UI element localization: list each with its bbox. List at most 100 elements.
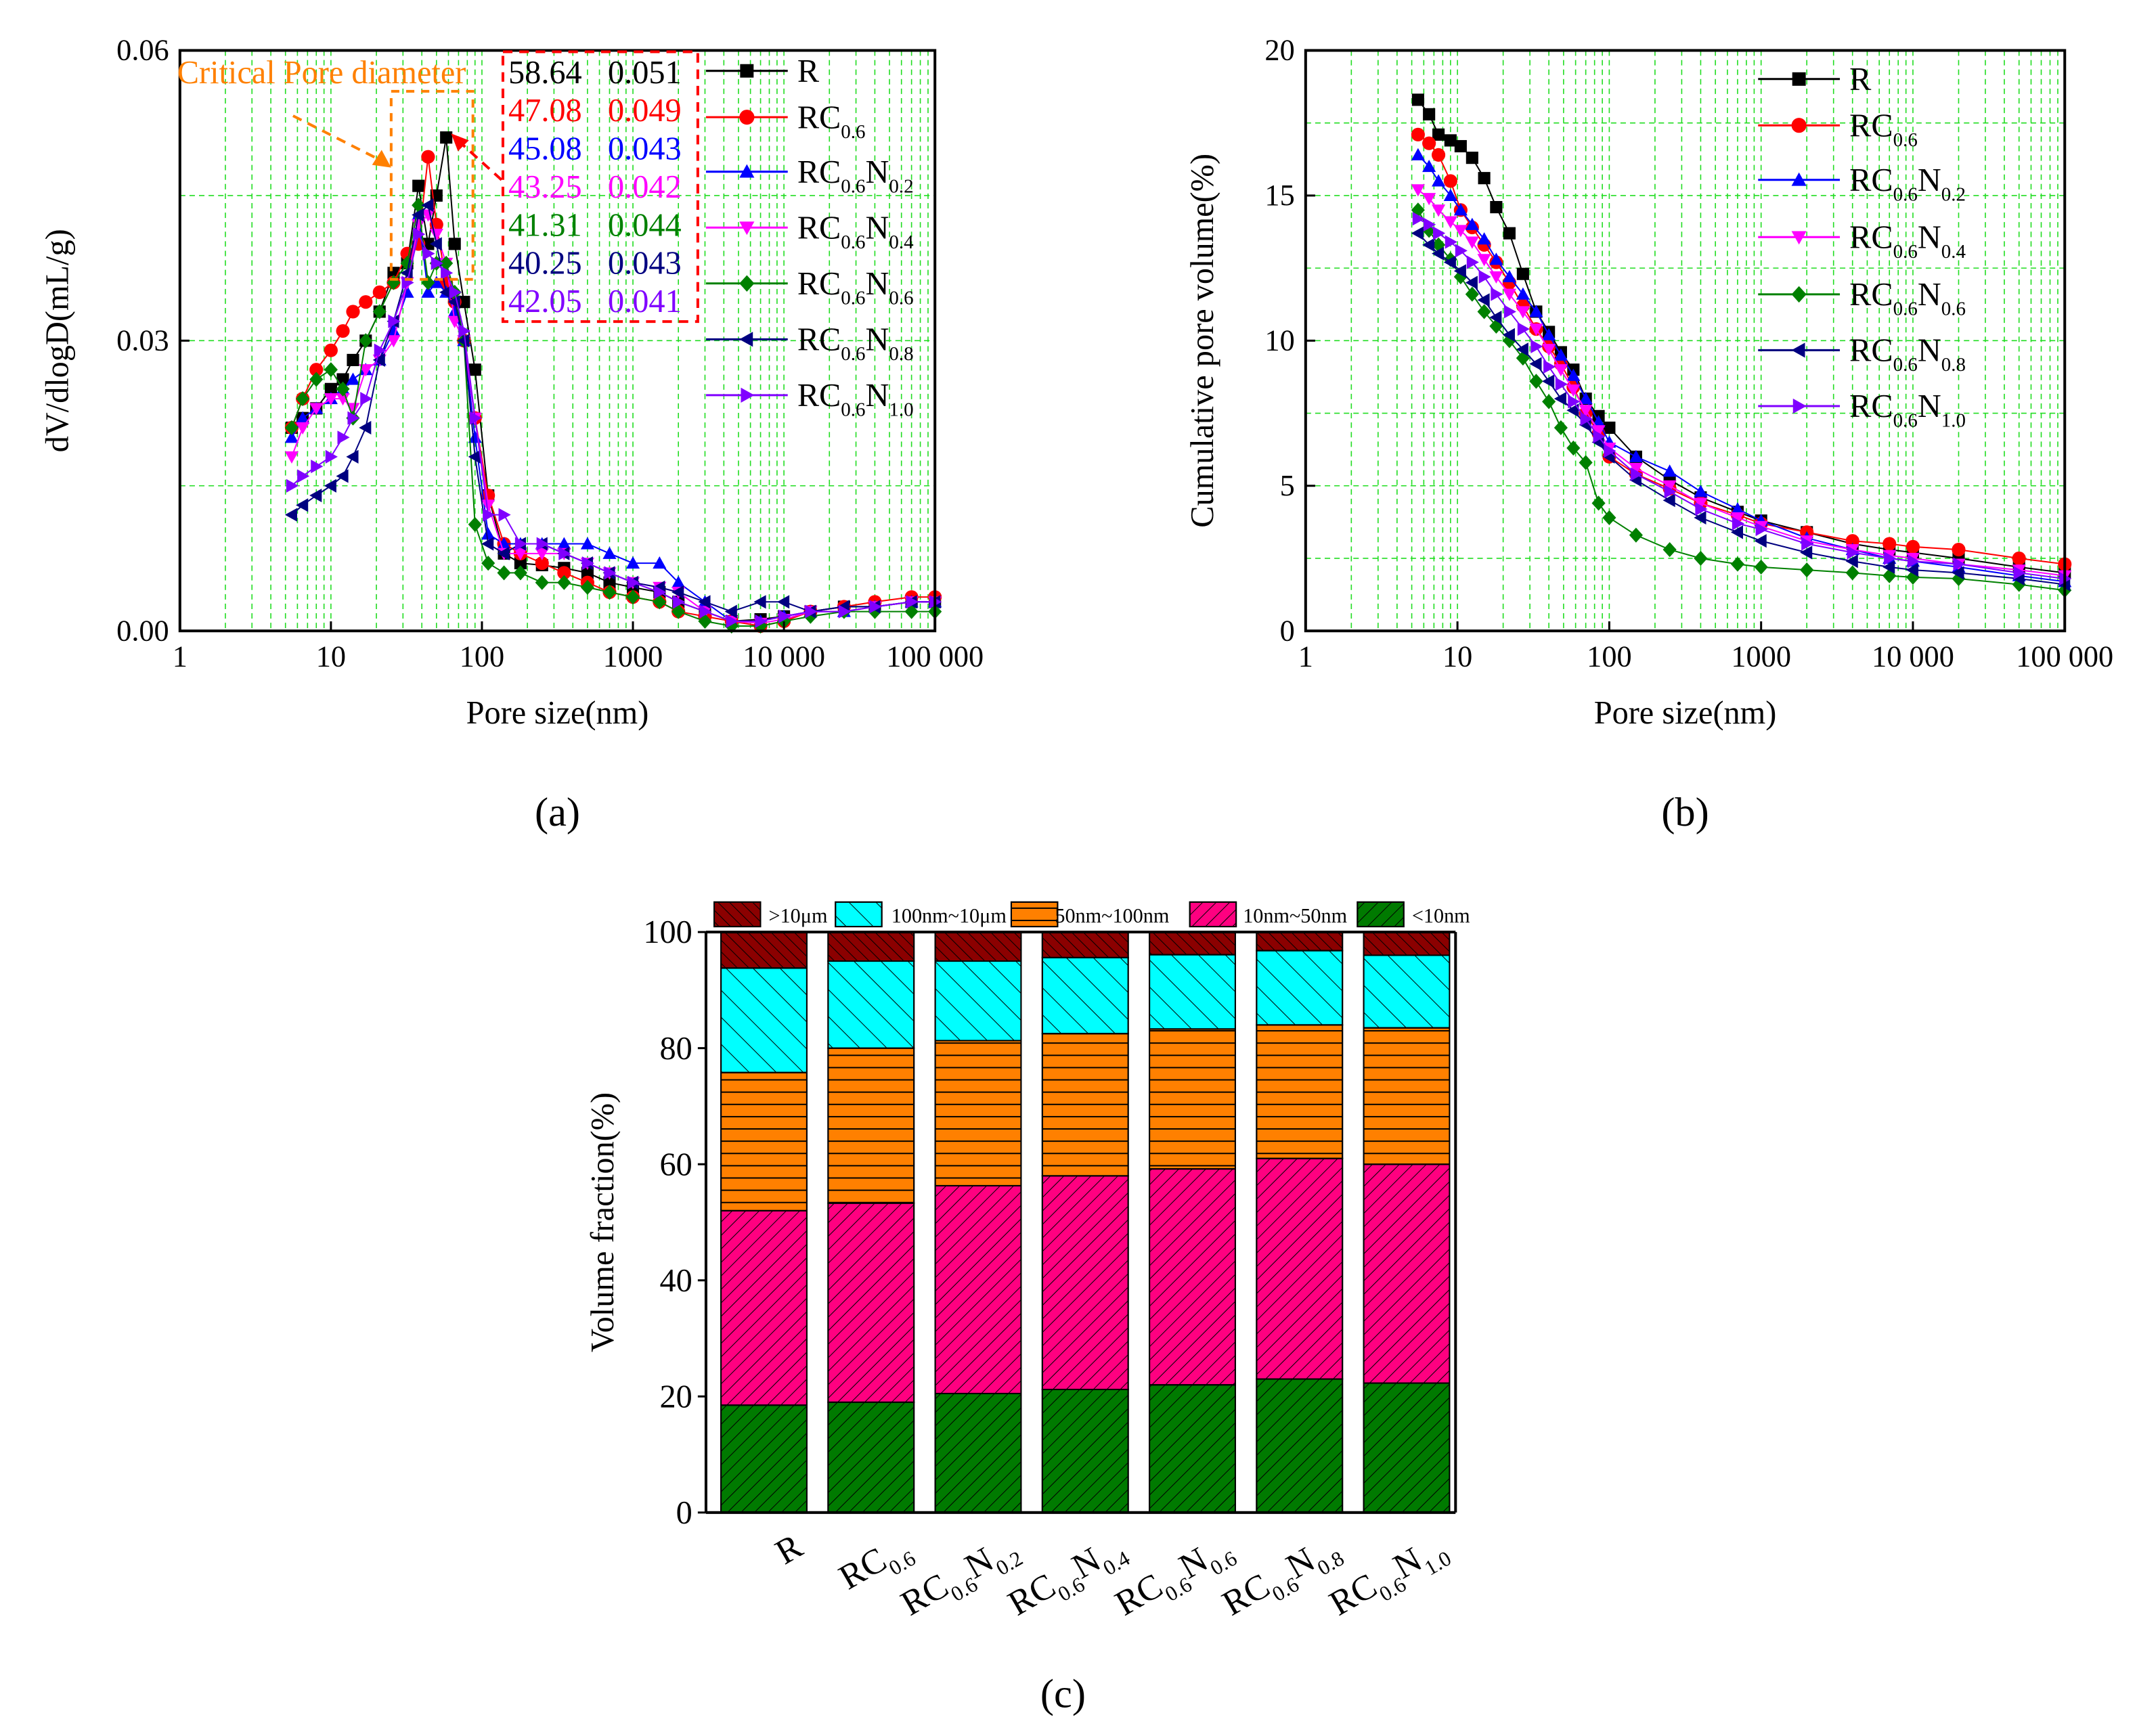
triangle-down-marker bbox=[1502, 288, 1516, 301]
triangle-right-marker bbox=[311, 460, 324, 474]
legend-label: RC0.6N0.8 bbox=[1849, 333, 1966, 376]
triangle-right-marker bbox=[673, 595, 686, 609]
triangle-left-marker bbox=[336, 469, 349, 483]
x-tick-label: 100 bbox=[460, 640, 504, 673]
diamond-marker bbox=[412, 198, 426, 213]
bar-hatch bbox=[1149, 954, 1236, 1030]
triangle-right-marker bbox=[483, 508, 495, 522]
triangle-right-marker bbox=[654, 585, 667, 600]
triangle-left-marker bbox=[1754, 534, 1767, 548]
bar-group-RC0.6N0.8 bbox=[1256, 931, 1344, 1513]
triangle-down-marker bbox=[1694, 497, 1708, 510]
triangle-right-marker bbox=[1593, 429, 1606, 443]
triangle-down-marker bbox=[739, 221, 755, 236]
bar-hatch bbox=[720, 1404, 808, 1513]
diamond-marker bbox=[1542, 394, 1556, 409]
bar-hatch bbox=[827, 960, 915, 1049]
square-marker bbox=[458, 296, 470, 309]
diamond-marker bbox=[653, 594, 667, 610]
legend-label: RC0.6N0.6 bbox=[797, 266, 914, 309]
x-tick-label: 10 bbox=[1442, 640, 1472, 673]
square-marker bbox=[1792, 72, 1806, 86]
triangle-left-marker bbox=[1422, 238, 1435, 252]
triangle-down-marker bbox=[429, 229, 443, 242]
triangle-right-marker bbox=[805, 604, 818, 619]
triangle-left-marker bbox=[1905, 563, 1919, 577]
triangle-down-marker bbox=[1516, 306, 1530, 319]
legend-swatch-hatch bbox=[713, 901, 762, 928]
bar-hatch bbox=[1041, 1175, 1129, 1390]
triangle-left-marker bbox=[429, 237, 442, 251]
circle-marker bbox=[359, 295, 373, 309]
y-tick-label: 10 bbox=[1264, 324, 1294, 357]
square-marker bbox=[1603, 421, 1616, 435]
legend: >10μm 100nm~10μm 50nm~100nm 10nm~50nm <10nm bbox=[713, 901, 1470, 928]
bar-hatch bbox=[934, 1392, 1022, 1513]
legend-label: RC0.6N0.2 bbox=[1849, 162, 1966, 205]
triangle-right-marker bbox=[431, 256, 443, 271]
triangle-down-marker bbox=[1477, 254, 1491, 267]
triangle-left-marker bbox=[1791, 342, 1805, 358]
square-marker bbox=[347, 353, 359, 366]
triangle-down-marker bbox=[1662, 480, 1677, 493]
bar-hatch bbox=[1149, 931, 1236, 956]
bar-group-RC0.6N1.0 bbox=[1363, 931, 1451, 1513]
legend-item: RC0.6N1.0 bbox=[1758, 388, 1966, 432]
triangle-right-marker bbox=[1801, 537, 1814, 551]
triangle-left-marker bbox=[1845, 554, 1858, 569]
triangle-down-marker bbox=[1465, 236, 1479, 249]
legend-item: RC0.6N0.6 bbox=[705, 266, 914, 309]
square-marker bbox=[514, 557, 527, 570]
triangle-left-marker bbox=[1662, 493, 1675, 508]
y-tick-label: 20 bbox=[660, 1379, 692, 1415]
y-tick-label: 60 bbox=[660, 1147, 692, 1182]
triangle-right-marker bbox=[1580, 412, 1593, 426]
triangle-down-marker bbox=[481, 499, 495, 512]
triangle-right-marker bbox=[1555, 377, 1568, 391]
series-line bbox=[1417, 99, 2065, 574]
triangle-right-marker bbox=[422, 246, 435, 261]
legend-item: RC0.6 bbox=[705, 99, 866, 143]
diamond-marker bbox=[1591, 495, 1606, 511]
critical-diameter: 47.08 bbox=[508, 93, 582, 129]
triangle-left-marker bbox=[1411, 226, 1424, 240]
series-RC0.6N1.0 bbox=[1412, 212, 2072, 586]
triangle-left-marker bbox=[1502, 328, 1515, 342]
triangle-right-marker bbox=[755, 614, 768, 628]
table-arrow bbox=[458, 140, 503, 181]
triangle-up-marker bbox=[346, 372, 360, 385]
x-tick-label: 100 000 bbox=[2016, 640, 2113, 673]
legend-label: R bbox=[1849, 62, 1872, 97]
circle-marker bbox=[309, 363, 324, 377]
diamond-marker bbox=[468, 516, 482, 533]
series-RC0.6 bbox=[1411, 127, 2072, 571]
triangle-right-marker bbox=[1664, 485, 1677, 499]
x-category-label: R bbox=[769, 1526, 809, 1572]
triangle-right-marker bbox=[627, 575, 640, 589]
legend-label: RC0.6N0.6 bbox=[1849, 277, 1966, 319]
legend-item: 10nm~50nm bbox=[1189, 901, 1348, 928]
legend-item: RC0.6N0.2 bbox=[705, 154, 914, 197]
triangle-left-marker bbox=[1882, 560, 1895, 574]
triangle-left-marker bbox=[671, 585, 684, 600]
y-tick-label: 20 bbox=[1264, 34, 1294, 67]
bar-group-R bbox=[720, 931, 808, 1513]
square-marker bbox=[1466, 152, 1478, 164]
triangle-up-marker bbox=[1694, 485, 1708, 497]
x-axis-title: Pore size(nm) bbox=[466, 695, 649, 731]
circle-marker bbox=[372, 285, 387, 299]
triangle-right-marker bbox=[413, 227, 426, 242]
critical-diameter: 41.31 bbox=[508, 207, 582, 243]
bar-hatch bbox=[1363, 931, 1451, 956]
bar-hatch bbox=[1149, 1384, 1236, 1513]
triangle-up-marker bbox=[1465, 217, 1479, 230]
legend-item: >10μm bbox=[713, 901, 828, 928]
triangle-left-marker bbox=[481, 537, 494, 551]
triangle-right-marker bbox=[1568, 395, 1581, 409]
legend-label: RC0.6N1.0 bbox=[797, 378, 914, 420]
circle-marker bbox=[535, 556, 549, 571]
triangle-left-marker bbox=[359, 420, 372, 435]
triangle-left-marker bbox=[1529, 357, 1542, 371]
triangle-up-marker bbox=[497, 537, 511, 550]
legend-item: 100nm~10μm bbox=[835, 901, 1007, 928]
